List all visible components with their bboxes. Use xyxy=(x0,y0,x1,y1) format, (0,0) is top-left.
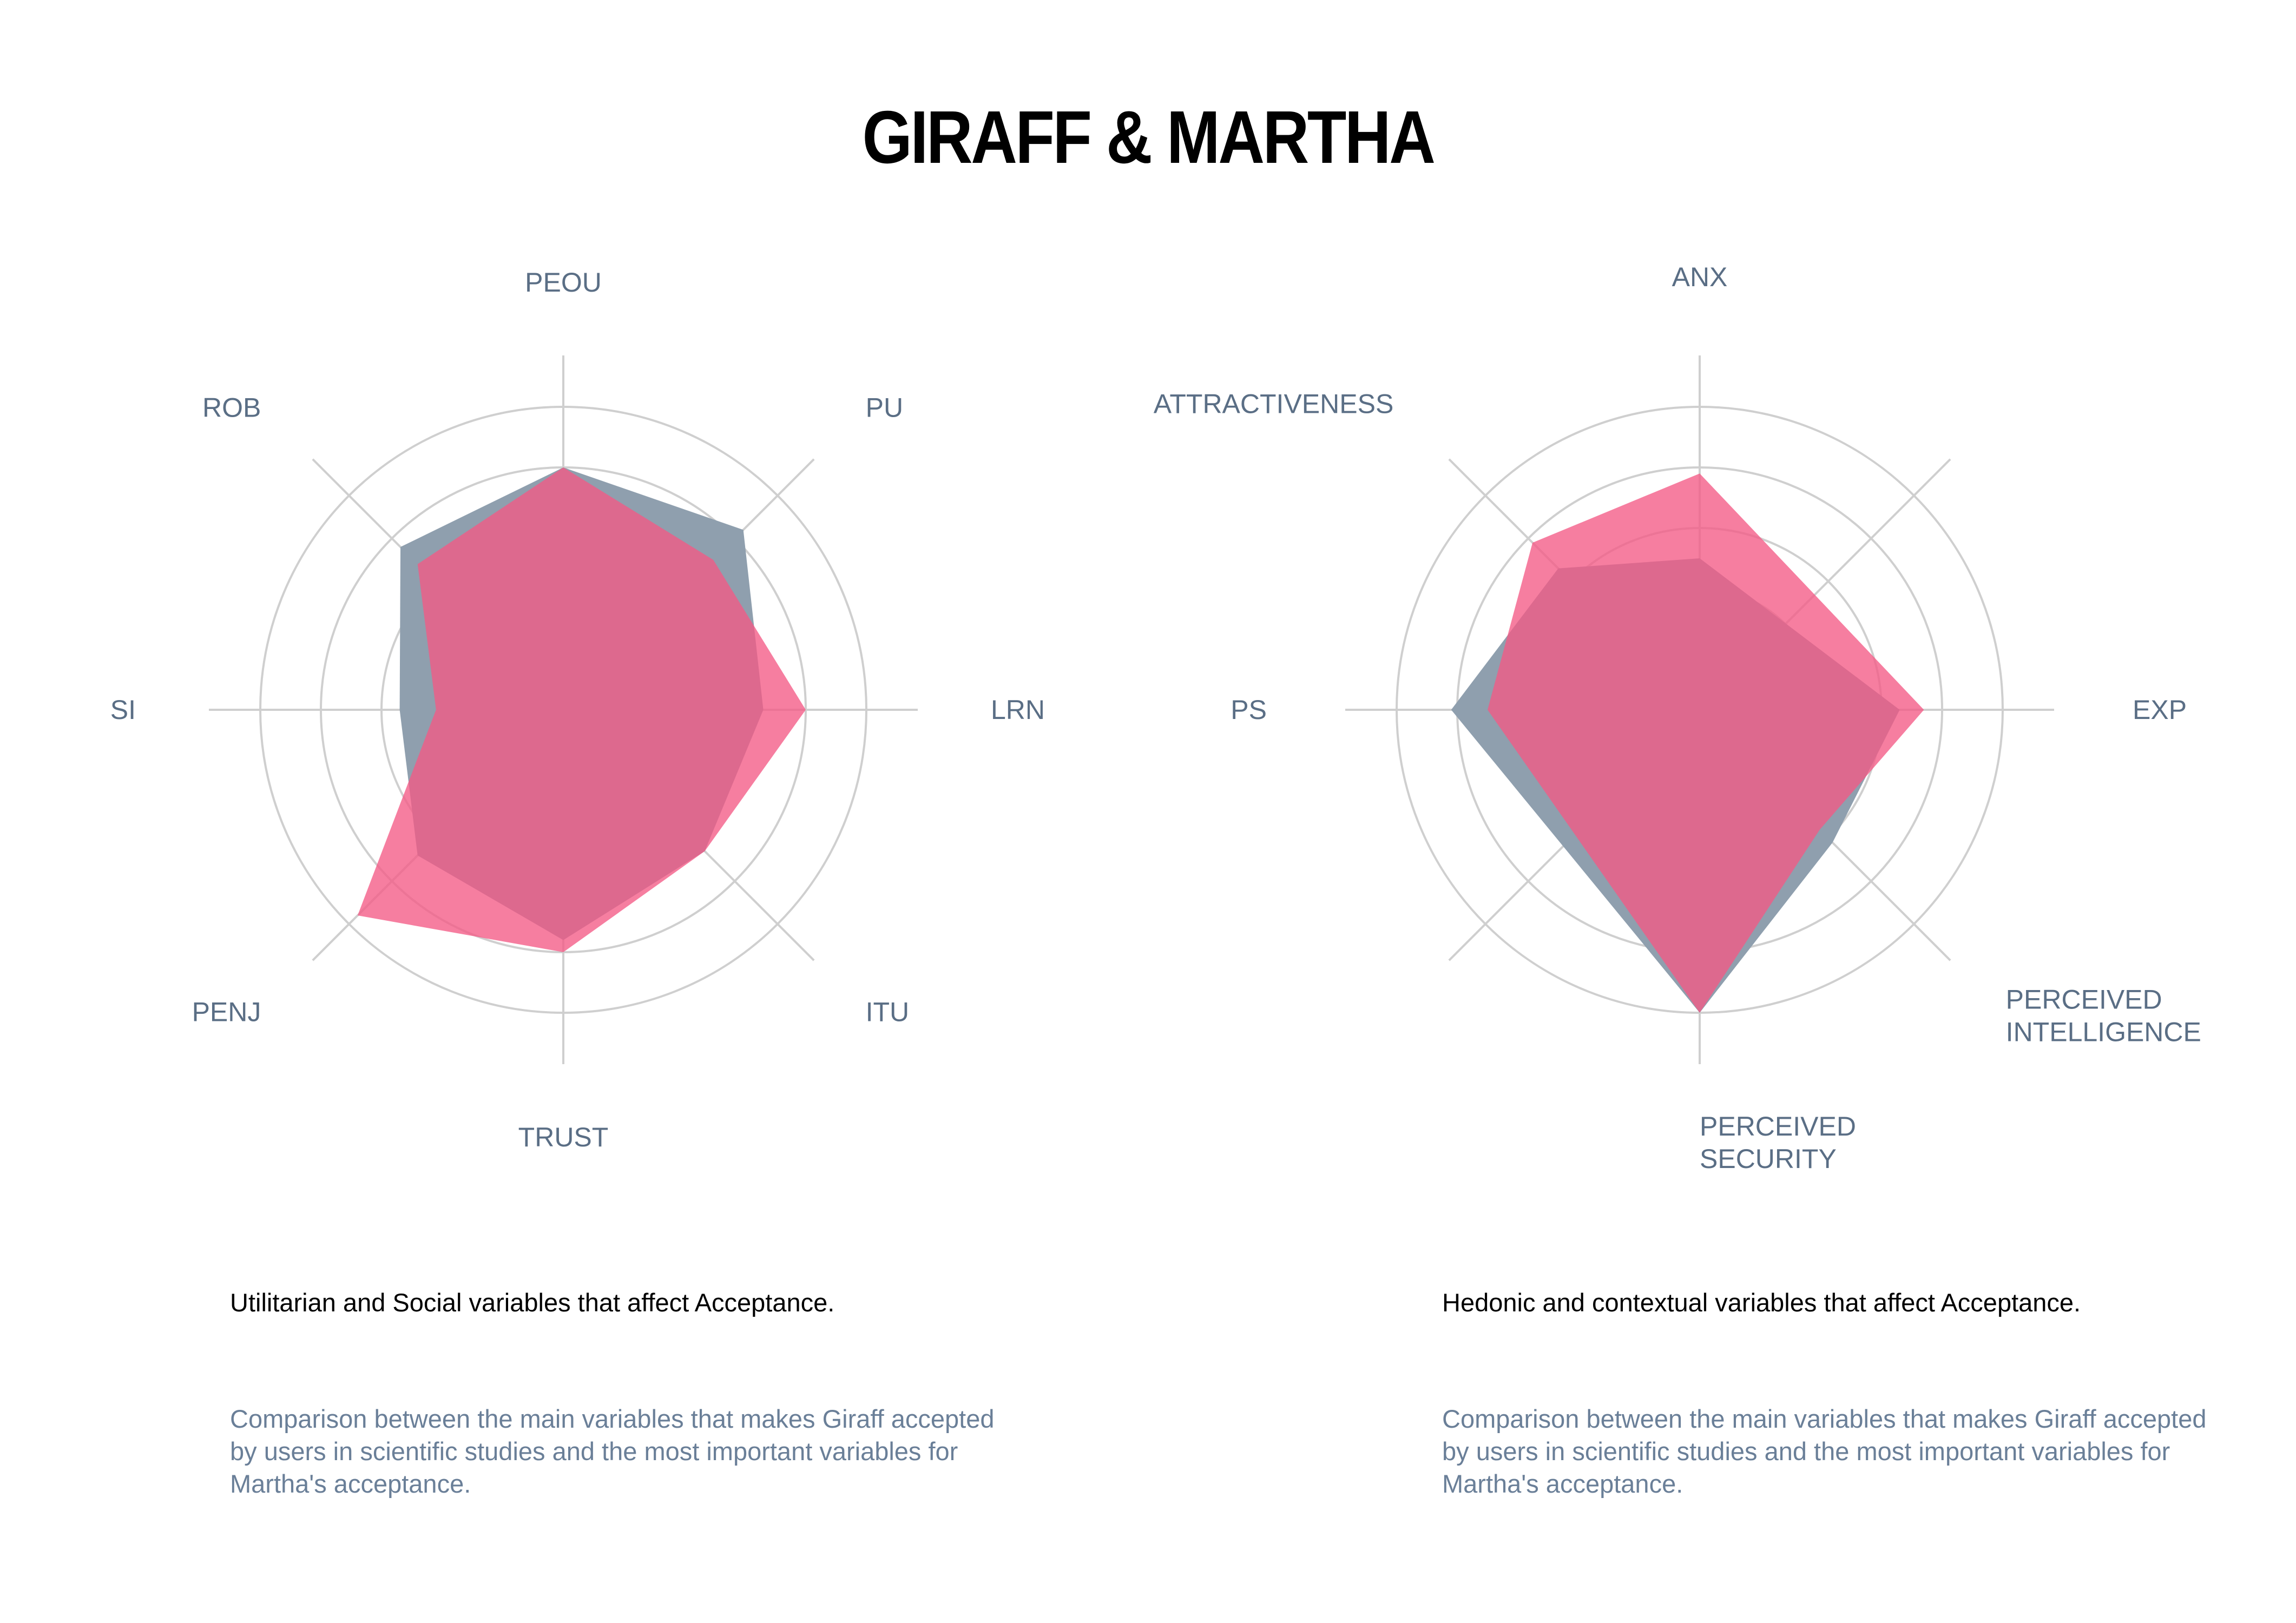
axis-label-perceived-security: PERCEIVED SECURITY xyxy=(1700,1111,1856,1174)
series-area-martha xyxy=(357,467,806,952)
caption-left: Utilitarian and Social variables that af… xyxy=(230,1288,1020,1500)
page-title: GIRAFF & MARTHA xyxy=(862,96,1436,179)
axis-label-line: ROB xyxy=(202,392,261,423)
axis-label-exp: EXP xyxy=(2133,695,2187,725)
axis-label-line: SI xyxy=(110,695,136,725)
axis-label-attractiveness: ATTRACTIVENESS xyxy=(1154,388,1394,419)
axis-label-line: PEOU xyxy=(525,267,602,298)
axis-label-line: PERCEIVED xyxy=(1700,1111,1856,1142)
axis-label-line: EXP xyxy=(2133,695,2187,725)
axis-label-line: TRUST xyxy=(518,1122,609,1152)
axis-label-rob: ROB xyxy=(202,392,261,423)
axis-label-line: INTELLIGENCE xyxy=(2006,1017,2201,1047)
axis-label-line: ANX xyxy=(1672,262,1728,292)
axis-label-itu: ITU xyxy=(866,997,910,1027)
radar-chart-utilitarian: PEOU PU LRN ITU TRUST PENJ SI ROB xyxy=(110,267,1045,1152)
caption-right: Hedonic and contextual variables that af… xyxy=(1442,1288,2232,1500)
axis-label-si: SI xyxy=(110,695,136,725)
axis-label-lrn: LRN xyxy=(991,695,1045,725)
axis-label-peou: PEOU xyxy=(525,267,602,298)
axis-label-trust: TRUST xyxy=(518,1122,609,1152)
axis-label-line: SECURITY xyxy=(1700,1144,1837,1174)
axis-label-perceived-intelligence: PERCEIVED INTELLIGENCE xyxy=(2006,985,2201,1047)
axis-label-line: PENJ xyxy=(192,997,261,1027)
caption-title: Hedonic and contextual variables that af… xyxy=(1442,1288,2081,1317)
axis-label-line: LRN xyxy=(991,695,1045,725)
caption-title: Utilitarian and Social variables that af… xyxy=(230,1288,835,1317)
axis-label-line: PS xyxy=(1231,695,1267,725)
axis-label-line: PERCEIVED xyxy=(2006,985,2162,1015)
axis-label-penj: PENJ xyxy=(192,997,261,1027)
series-area-martha xyxy=(1488,473,1924,1013)
axis-label-line: ATTRACTIVENESS xyxy=(1154,388,1394,419)
axis-label-ps: PS xyxy=(1231,695,1267,725)
caption-description: Comparison between the main variables th… xyxy=(230,1404,995,1498)
axis-label-anx: ANX xyxy=(1672,262,1728,292)
axis-label-line: ITU xyxy=(866,997,910,1027)
caption-description: Comparison between the main variables th… xyxy=(1442,1404,2207,1498)
axis-label-pu: PU xyxy=(866,392,903,423)
axis-label-line: PU xyxy=(866,392,903,423)
